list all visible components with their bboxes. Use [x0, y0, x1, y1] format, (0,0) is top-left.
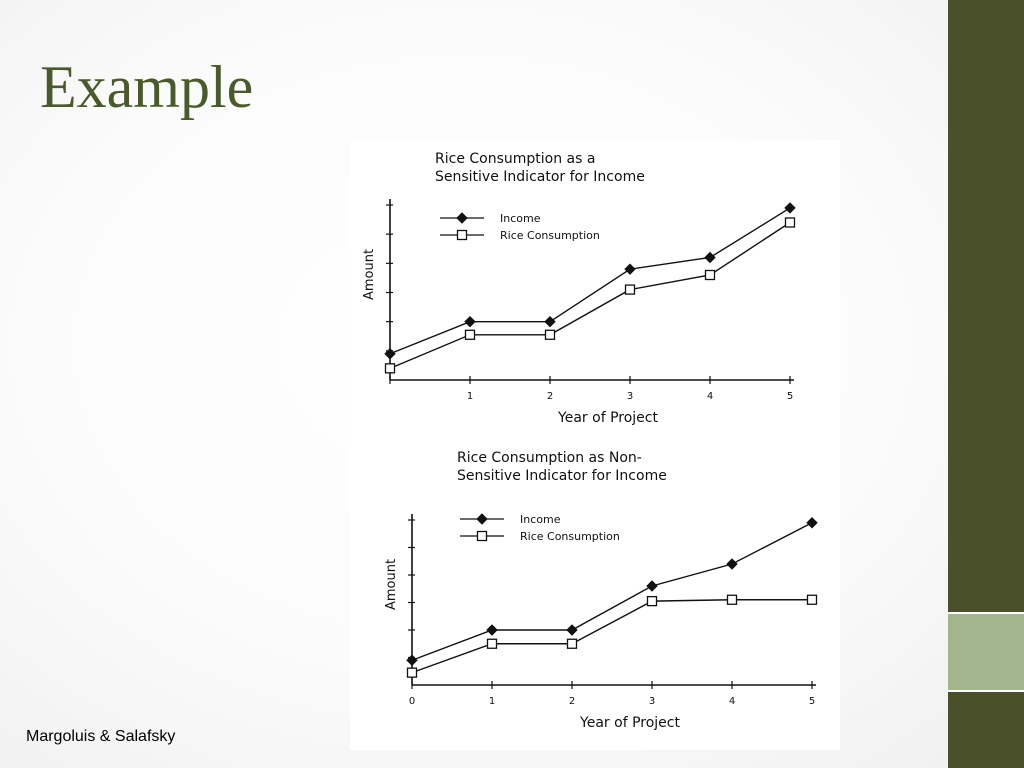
- chart-non-sensitive-indicator: Rice Consumption as Non- Sensitive Indica…: [384, 450, 818, 731]
- data-point-income: [726, 558, 738, 570]
- x-tick-label: 3: [649, 696, 655, 707]
- data-point-rice-consumption: [406, 667, 418, 678]
- x-tick-label: 5: [809, 696, 815, 707]
- sidebar-divider: [948, 612, 1024, 614]
- chart-title-line: Sensitive Indicator for Income: [457, 468, 667, 484]
- data-point-rice-consumption: [624, 284, 636, 295]
- slide-title: Example: [40, 54, 254, 120]
- legend-marker-income: [456, 212, 468, 224]
- x-tick-label: 2: [569, 696, 575, 707]
- data-point-income: [464, 315, 476, 328]
- series-line: [411, 522, 813, 661]
- legend-marker-rice-consumption: [476, 530, 488, 542]
- data-point-rice-consumption: [566, 638, 578, 649]
- data-point-income: [406, 654, 418, 666]
- data-point-income: [566, 624, 578, 636]
- x-tick-label: 2: [547, 391, 553, 402]
- legend-label: Income: [520, 513, 561, 526]
- sidebar-accent-block: [948, 614, 1024, 690]
- data-point-rice-consumption: [704, 269, 716, 281]
- x-tick-label: 4: [707, 391, 713, 402]
- data-point-income: [704, 251, 716, 264]
- x-tick-label: 1: [467, 391, 473, 402]
- legend-label: Rice Consumption: [520, 530, 620, 543]
- data-point-rice-consumption: [726, 594, 738, 605]
- chart-title-line: Rice Consumption as Non-: [457, 450, 642, 466]
- chart-sensitive-indicator: Rice Consumption as a Sensitive Indicator…: [362, 151, 796, 426]
- sidebar-divider: [948, 690, 1024, 692]
- legend-marker-income: [476, 513, 488, 525]
- data-point-income: [784, 202, 796, 214]
- series-line: [389, 207, 791, 355]
- x-tick-label: 0: [409, 696, 415, 707]
- slide-credit: Margoluis & Salafsky: [26, 728, 176, 745]
- data-point-income: [544, 315, 556, 328]
- x-tick-label: 3: [627, 391, 633, 402]
- data-point-rice-consumption: [646, 595, 658, 607]
- data-point-rice-consumption: [464, 329, 476, 340]
- legend-marker-rice-consumption: [456, 229, 468, 241]
- x-tick-label: 5: [787, 391, 793, 402]
- data-point-income: [806, 517, 818, 529]
- data-point-income: [486, 624, 498, 636]
- data-point-income: [384, 348, 396, 360]
- x-axis-label: Year of Project: [557, 410, 658, 426]
- data-point-income: [624, 263, 636, 275]
- series-line: [411, 599, 812, 674]
- data-point-rice-consumption: [486, 638, 498, 649]
- legend-label: Rice Consumption: [500, 229, 600, 242]
- legend-label: Income: [500, 212, 541, 225]
- data-point-rice-consumption: [544, 329, 556, 340]
- chart-title-line: Rice Consumption as a: [435, 151, 595, 167]
- x-tick-label: 1: [489, 696, 495, 707]
- data-point-rice-consumption: [784, 217, 796, 228]
- x-tick-label: 4: [729, 696, 735, 707]
- data-point-income: [646, 580, 658, 592]
- y-axis-label: Amount: [384, 559, 399, 610]
- chart-title-line: Sensitive Indicator for Income: [435, 169, 645, 185]
- y-axis-label: Amount: [362, 249, 377, 300]
- x-axis-label: Year of Project: [579, 715, 680, 731]
- data-point-rice-consumption: [384, 363, 396, 374]
- series-line: [389, 221, 791, 369]
- data-point-rice-consumption: [806, 594, 818, 605]
- scanned-figure: Rice Consumption as a Sensitive Indicator…: [350, 140, 840, 750]
